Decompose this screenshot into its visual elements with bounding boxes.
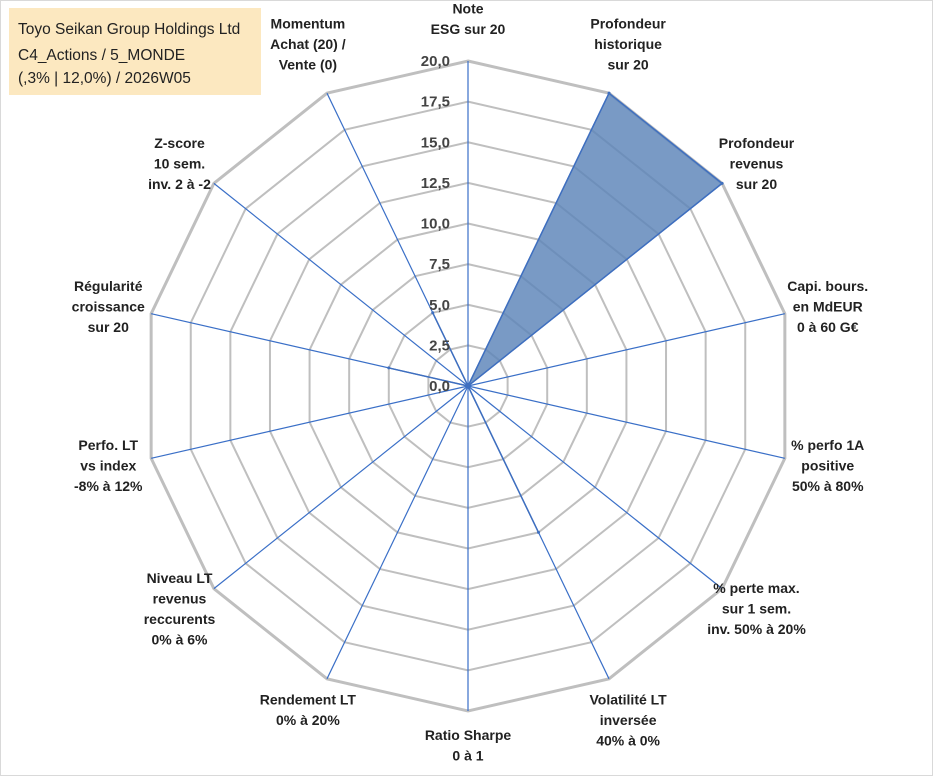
axis-label-line: sur 1 sem. [722, 601, 791, 617]
axis-label-line: historique [594, 36, 662, 52]
data-point [431, 311, 435, 315]
tick-label: 2,5 [429, 337, 450, 354]
axis-label-line: 10 sem. [154, 155, 205, 171]
axis-spoke [213, 182, 469, 387]
axis-label-line: 0% à 6% [151, 631, 208, 647]
axis-label-line: % perte max. [713, 580, 799, 596]
axis-spoke [467, 385, 723, 590]
axis-label: % perte max. sur 1 sem. inv. 50% à 20% [707, 580, 806, 637]
axis-label: Perfo. LT vs index -8% à 12% [74, 437, 143, 494]
axis-label-line: 50% à 80% [792, 478, 864, 494]
chart-subtitle-params: (,3% | 12,0%) / 2026W05 [18, 70, 191, 87]
chart-title-box: Toyo Seikan Group Holdings Ltd C4_Action… [9, 8, 261, 95]
tick-label: 0,0 [429, 378, 450, 395]
axis-spoke [213, 385, 469, 590]
axis-label-line: Achat (20) / [270, 36, 346, 52]
axis-label-line: Note [452, 1, 483, 17]
axis-label-line: Niveau LT [147, 570, 213, 586]
axis-label-line: sur 20 [736, 176, 777, 192]
axis-label: % perfo 1A positive 50% à 80% [791, 437, 864, 494]
axis-label-line: positive [801, 457, 854, 473]
axis-label-line: inv. 50% à 20% [707, 621, 806, 637]
axis-label-line: croissance [72, 299, 145, 315]
tick-label: 12,5 [421, 175, 450, 192]
axis-label-line: Rendement LT [260, 692, 357, 708]
axis-label-line: revenus [153, 590, 207, 606]
axis-label-line: revenus [730, 155, 784, 171]
axis-spoke [326, 385, 469, 680]
tick-label: 20,0 [421, 53, 450, 70]
axis-label-line: en MdEUR [793, 299, 863, 315]
axis-label: Volatilité LT inversée 40% à 0% [589, 692, 667, 749]
axis-label-line: inv. 2 à -2 [148, 176, 211, 192]
axis-spoke [467, 385, 785, 459]
axis-label: Niveau LT revenus reccurents 0% à 6% [144, 570, 216, 648]
axis-label-line: Momentum [271, 15, 346, 31]
axis-label-line: 0 à 1 [452, 748, 483, 764]
tick-label: 17,5 [421, 94, 450, 111]
axis-label-line: Capi. bours. [787, 278, 868, 294]
axis-spoke [151, 385, 469, 459]
axis-label-line: Profondeur [719, 135, 795, 151]
axis-label: Momentum Achat (20) / Vente (0) [270, 15, 346, 72]
axis-label-line: % perfo 1A [791, 437, 864, 453]
axis-label-line: reccurents [144, 611, 216, 627]
tick-label: 5,0 [429, 297, 450, 314]
axis-label-line: vs index [80, 457, 136, 473]
axis-label-line: Ratio Sharpe [425, 727, 512, 743]
axis-label-line: inversée [600, 712, 657, 728]
data-point [466, 384, 470, 388]
data-point [607, 91, 611, 95]
axis-label: Profondeur revenus sur 20 [719, 135, 795, 192]
axis-spoke [467, 313, 785, 387]
axis-label-line: ESG sur 20 [431, 21, 506, 37]
axis-label: Capi. bours. en MdEUR 0 à 60 G€ [787, 278, 868, 335]
axis-label-line: sur 20 [88, 319, 129, 335]
axis-label-line: -8% à 12% [74, 478, 143, 494]
data-point [720, 181, 724, 185]
tick-label: 10,0 [421, 216, 450, 233]
chart-subtitle-category: C4_Actions / 5_MONDE [18, 47, 186, 64]
axis-label-line: Profondeur [590, 15, 666, 31]
axis-label: Régularité croissance sur 20 [72, 278, 145, 335]
axis-label-line: Vente (0) [279, 56, 337, 72]
data-point [537, 530, 541, 534]
data-series-area [388, 92, 723, 534]
axis-label-line: Perfo. LT [78, 437, 138, 453]
axis-label-line: Z-score [154, 135, 205, 151]
tick-label: 7,5 [429, 256, 450, 273]
axis-label-line: 0% à 20% [276, 712, 340, 728]
axis-label-line: 40% à 0% [596, 733, 660, 749]
axis-label-line: Volatilité LT [589, 692, 667, 708]
axis-label: Note ESG sur 20 [431, 1, 506, 38]
axis-label-line: sur 20 [607, 56, 648, 72]
tick-label: 15,0 [421, 134, 450, 151]
axis-label: Profondeur historique sur 20 [590, 15, 666, 72]
axis-label: Z-score 10 sem. inv. 2 à -2 [148, 135, 211, 192]
data-point [387, 366, 391, 370]
axis-label: Ratio Sharpe 0 à 1 [425, 727, 512, 764]
chart-title: Toyo Seikan Group Holdings Ltd [18, 21, 241, 38]
axis-label: Rendement LT 0% à 20% [260, 692, 357, 729]
axis-label-line: Régularité [74, 278, 143, 294]
axis-label-line: 0 à 60 G€ [797, 319, 859, 335]
